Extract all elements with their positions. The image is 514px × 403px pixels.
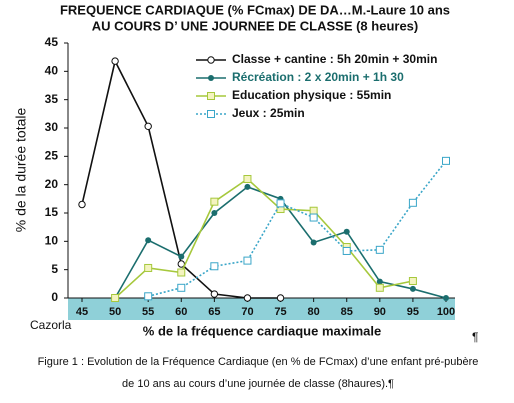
x-tick-label: 75	[274, 306, 286, 318]
marker	[177, 268, 186, 277]
x-tick-label: 85	[341, 306, 353, 318]
pilcrow: ¶	[472, 330, 478, 344]
marker	[276, 294, 285, 302]
caption: de 10 ans au cours d’une journée de clas…	[122, 378, 394, 390]
marker	[243, 175, 252, 183]
marker	[408, 277, 417, 285]
marker	[111, 294, 120, 302]
y-tick-label: 20	[45, 177, 59, 191]
legend-label: Education physique : 55min	[232, 88, 391, 102]
x-axis-label: % de la fréquence cardiaque maximale	[143, 323, 381, 338]
x-tick-label: 45	[76, 306, 88, 318]
marker	[376, 278, 383, 285]
marker	[276, 199, 285, 208]
marker	[145, 237, 152, 244]
marker	[211, 210, 218, 216]
y-tick-label: 5	[51, 262, 58, 276]
marker	[210, 290, 219, 298]
legend-label: Classe + cantine : 5h 20min + 30min	[232, 52, 437, 66]
marker	[243, 294, 252, 302]
caption: Figure 1 : Evolution de la Fréquence Car…	[38, 356, 479, 368]
x-tick-label: 65	[208, 306, 220, 318]
y-tick-label: 15	[45, 205, 59, 219]
marker	[111, 57, 119, 65]
legend-marker	[208, 75, 214, 81]
marker	[178, 253, 185, 260]
legend-label: Récréation : 2 x 20min + 1h 30	[232, 70, 404, 84]
marker	[342, 246, 351, 255]
y-tick-label: 45	[45, 35, 59, 49]
legend-label: Jeux : 25min	[232, 106, 305, 120]
x-tick-label: 70	[241, 306, 253, 318]
x-tick-label: 95	[407, 306, 419, 318]
author: Cazorla	[30, 318, 72, 332]
y-tick-label: 30	[45, 120, 59, 134]
chart-subtitle: AU COURS D’ UNE JOURNEE DE CLASSE (8 heu…	[92, 18, 419, 33]
series-line	[147, 160, 447, 298]
y-tick-label: 0	[51, 290, 58, 304]
x-tick-label: 90	[374, 306, 386, 318]
marker	[375, 245, 384, 254]
marker	[144, 263, 153, 272]
marker	[375, 283, 384, 292]
legend-marker	[207, 56, 215, 64]
x-tick-label: 50	[109, 306, 121, 318]
legend-marker	[207, 110, 215, 118]
marker	[244, 183, 251, 190]
marker	[442, 156, 450, 165]
marker	[408, 198, 417, 207]
marker	[144, 122, 152, 131]
marker	[343, 228, 350, 235]
marker	[210, 262, 219, 271]
y-tick-label: 40	[45, 64, 59, 78]
legend-marker	[207, 92, 215, 100]
x-tick-label: 55	[142, 306, 154, 318]
marker	[210, 197, 219, 206]
y-tick-label: 25	[45, 149, 59, 163]
marker	[243, 256, 252, 265]
x-tick-label: 100	[437, 306, 455, 318]
y-axis-label: % de la durée totale	[13, 108, 29, 233]
y-tick-label: 35	[45, 92, 59, 106]
y-tick-label: 10	[45, 234, 59, 248]
marker	[78, 200, 86, 209]
x-tick-label: 80	[308, 306, 320, 318]
chart-title: FREQUENCE CARDIAQUE (% FCmax) DE DA…M.-L…	[60, 2, 450, 17]
marker	[309, 213, 318, 222]
marker	[409, 285, 416, 292]
x-axis-band	[68, 298, 455, 320]
marker	[443, 295, 449, 301]
marker	[177, 283, 186, 292]
x-tick-label: 60	[175, 306, 187, 318]
marker	[309, 206, 318, 215]
series-line	[114, 177, 414, 299]
marker	[144, 292, 153, 301]
marker	[310, 239, 317, 246]
